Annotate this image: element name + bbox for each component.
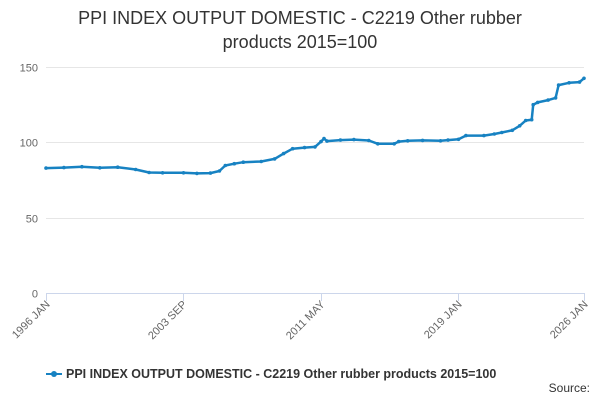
data-point[interactable]: [510, 128, 515, 133]
data-point[interactable]: [500, 130, 504, 135]
x-axis-labels: 1996 JAN 2003 SEP 2011 MAY 2019 JAN 2026 JAN: [10, 298, 591, 342]
data-point[interactable]: [217, 169, 222, 173]
y-tick-label: 100: [20, 138, 38, 150]
x-tick-label: 2019 JAN: [422, 299, 465, 342]
data-point[interactable]: [396, 139, 401, 144]
x-tick-label: 1996 JAN: [10, 299, 53, 342]
data-point[interactable]: [338, 138, 343, 142]
data-point[interactable]: [556, 83, 561, 87]
data-point[interactable]: [322, 136, 326, 141]
data-point[interactable]: [492, 132, 497, 136]
data-point[interactable]: [367, 138, 371, 143]
x-tick-label: 2026 JAN: [548, 299, 591, 342]
data-point[interactable]: [392, 142, 397, 146]
data-point[interactable]: [44, 166, 48, 170]
data-point[interactable]: [223, 163, 228, 168]
data-point[interactable]: [133, 167, 138, 172]
data-point[interactable]: [147, 170, 151, 175]
data-point[interactable]: [535, 100, 540, 105]
data-point[interactable]: [272, 157, 277, 161]
chart-title-line-2: products 2015=100: [222, 32, 378, 52]
data-point[interactable]: [98, 166, 102, 170]
data-point[interactable]: [517, 124, 522, 128]
data-point[interactable]: [446, 138, 450, 142]
y-tick-label: 50: [26, 214, 38, 226]
data-point[interactable]: [281, 151, 286, 156]
x-axis: [46, 293, 585, 301]
data-point[interactable]: [582, 76, 586, 81]
grid-lines: [46, 67, 584, 219]
legend-label[interactable]: PPI INDEX OUTPUT DOMESTIC - C2219 Other …: [66, 367, 497, 381]
legend-series-icon: [46, 366, 62, 382]
data-point[interactable]: [232, 161, 237, 166]
data-point[interactable]: [241, 160, 246, 164]
source-label: Source:: [548, 381, 590, 395]
data-point[interactable]: [438, 139, 443, 143]
x-tick-label: 2011 MAY: [284, 298, 328, 342]
data-point[interactable]: [208, 171, 213, 175]
y-tick-label: 150: [20, 63, 38, 75]
chart-title: PPI INDEX OUTPUT DOMESTIC - C2219 Other …: [0, 6, 600, 54]
x-tick-label: 2003 SEP: [146, 299, 190, 343]
data-point[interactable]: [577, 80, 582, 84]
data-point[interactable]: [325, 139, 329, 143]
data-point[interactable]: [80, 164, 84, 169]
chart-title-line-1: PPI INDEX OUTPUT DOMESTIC - C2219 Other …: [78, 8, 522, 28]
data-point[interactable]: [464, 133, 468, 138]
data-point[interactable]: [376, 142, 380, 146]
data-point[interactable]: [553, 96, 558, 100]
data-point[interactable]: [456, 137, 461, 142]
data-point[interactable]: [529, 117, 534, 122]
data-point[interactable]: [319, 139, 323, 144]
data-point[interactable]: [302, 145, 307, 150]
y-tick-label: 0: [32, 289, 38, 301]
y-axis-labels: 0 50 100 150: [20, 63, 38, 301]
data-point[interactable]: [531, 102, 535, 107]
data-point[interactable]: [160, 171, 165, 175]
data-point[interactable]: [567, 81, 571, 85]
data-point[interactable]: [62, 165, 66, 170]
data-point[interactable]: [313, 145, 317, 149]
data-point[interactable]: [523, 118, 528, 123]
legend[interactable]: PPI INDEX OUTPUT DOMESTIC - C2219 Other …: [46, 366, 496, 382]
data-point[interactable]: [405, 139, 410, 143]
data-point[interactable]: [482, 133, 486, 138]
data-series[interactable]: [44, 76, 586, 176]
series-line[interactable]: [44, 77, 586, 175]
data-point[interactable]: [115, 165, 120, 169]
data-point[interactable]: [352, 137, 356, 142]
data-point[interactable]: [420, 138, 425, 143]
data-point[interactable]: [290, 146, 295, 151]
data-point[interactable]: [195, 171, 199, 176]
data-point[interactable]: [546, 98, 550, 102]
data-point[interactable]: [181, 171, 186, 175]
data-point[interactable]: [259, 159, 264, 164]
